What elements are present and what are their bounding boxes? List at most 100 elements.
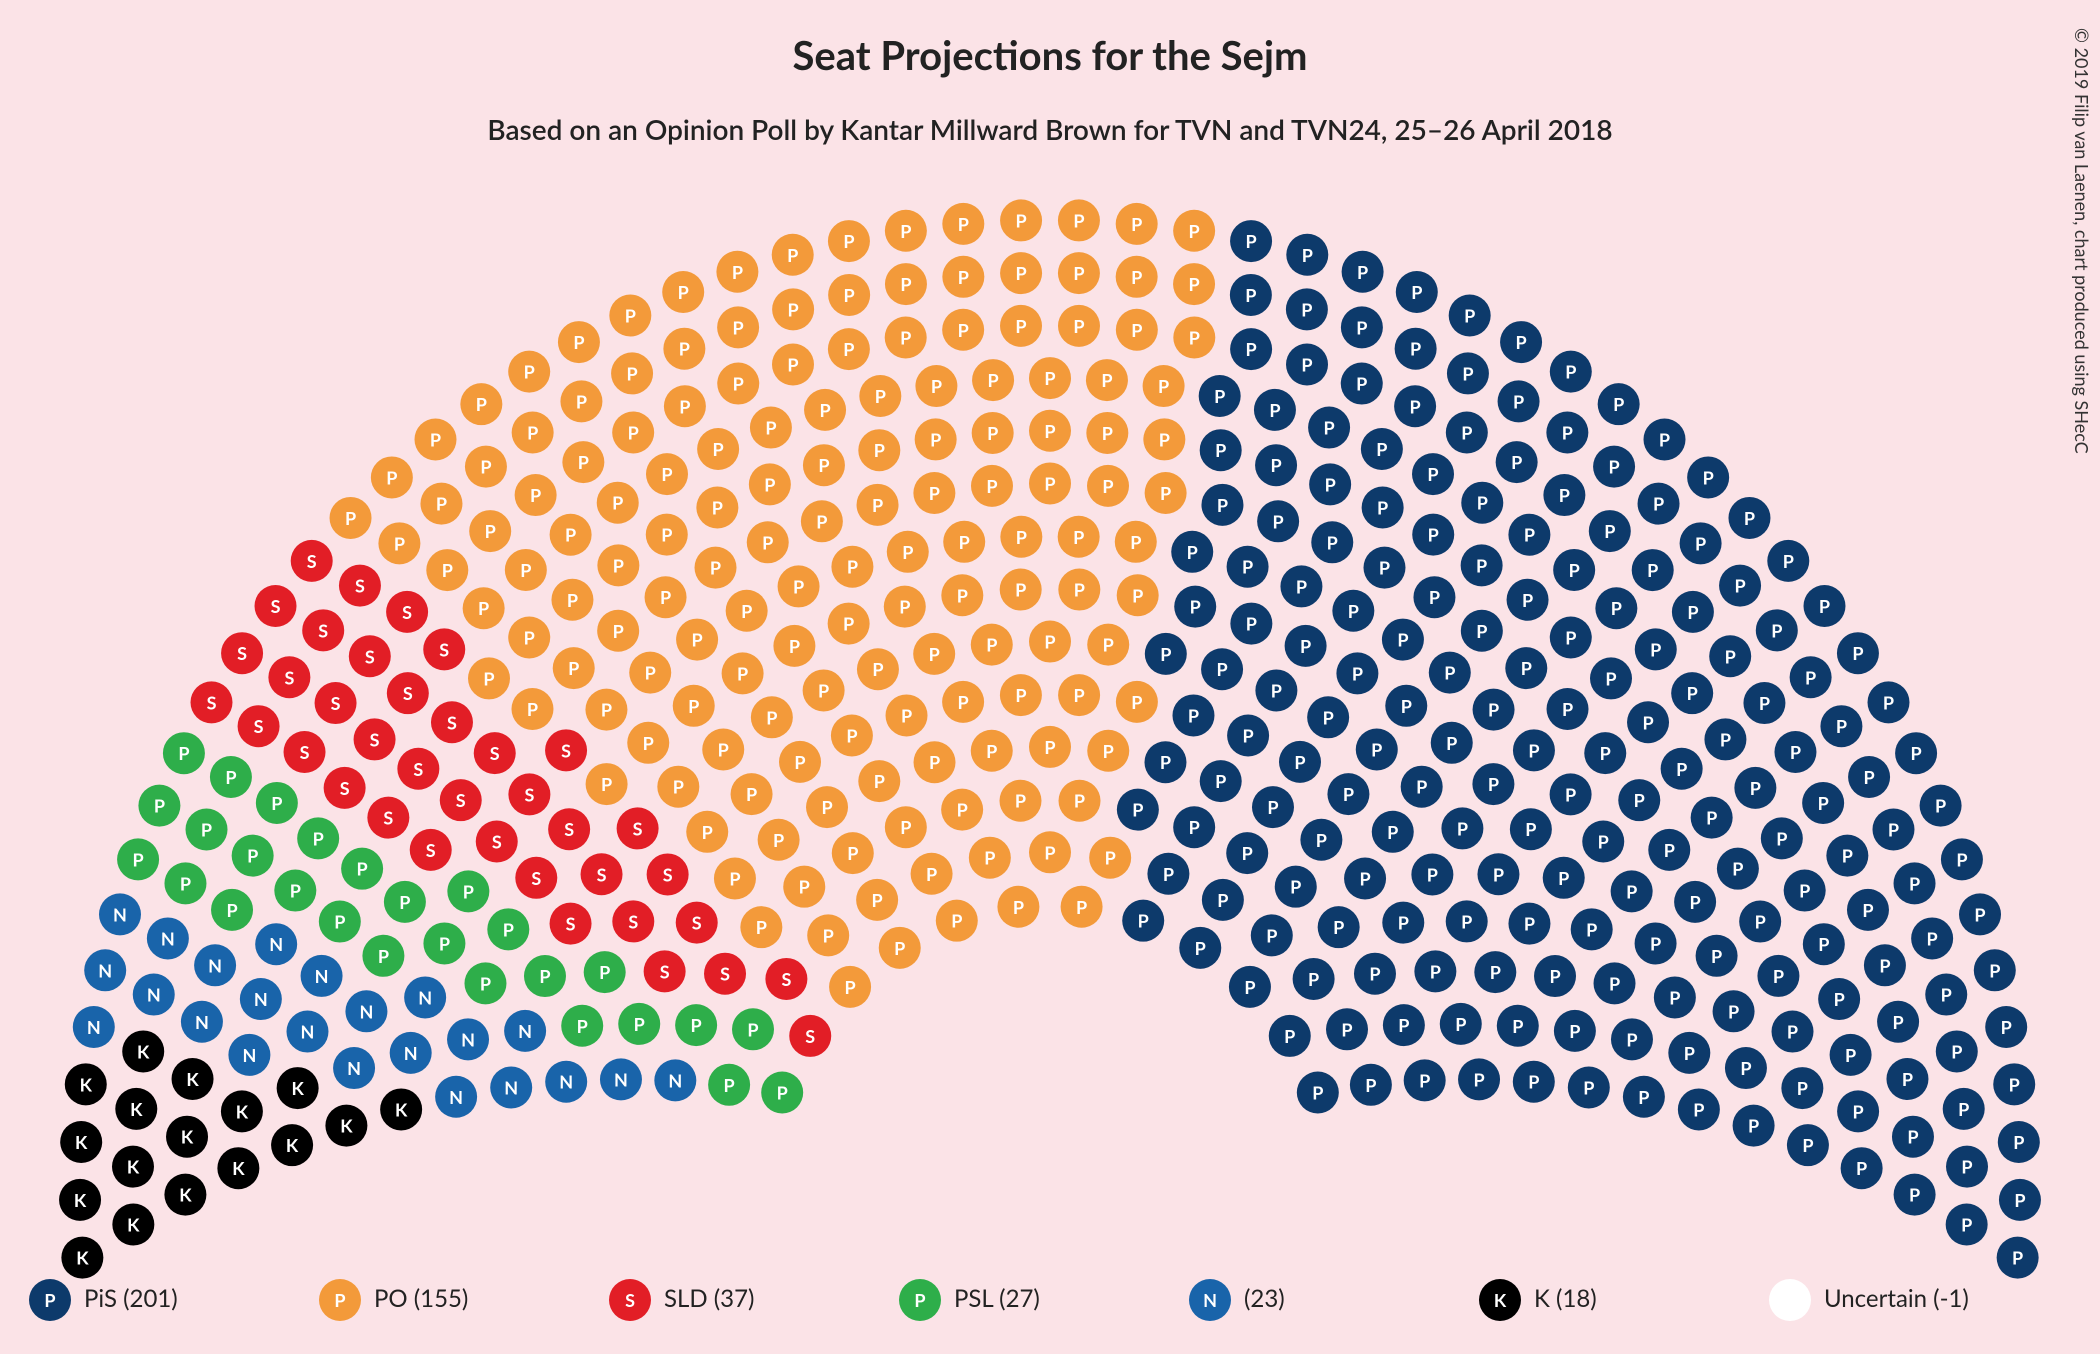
seat-k: K (325, 1105, 367, 1147)
seat-pis: P (1733, 1105, 1775, 1147)
seat-po: P (550, 514, 592, 556)
seat-circle (301, 955, 343, 997)
seat-circle (749, 463, 791, 505)
seat-circle (1201, 648, 1243, 690)
seat-circle (423, 628, 465, 670)
seat-po: P (1116, 256, 1158, 298)
seat-sld: S (550, 903, 592, 945)
seat-po: P (772, 288, 814, 330)
seat-pis: P (1635, 628, 1677, 670)
seat-circle (1704, 718, 1746, 760)
seat-pis: P (1394, 385, 1436, 427)
seat-pis: P (1837, 1090, 1879, 1132)
seat-circle (1200, 760, 1242, 802)
seat-circle (673, 685, 715, 727)
seat-circle (747, 521, 789, 563)
seat-n: N (240, 978, 282, 1020)
seat-po: P (879, 927, 921, 969)
seat-pis: P (1354, 953, 1396, 995)
seat-circle (1286, 234, 1328, 276)
seat-circle (1449, 294, 1491, 336)
seat-sld: S (676, 902, 718, 944)
seat-po: P (804, 389, 846, 431)
seat-circle (941, 789, 983, 831)
seat-po: P (702, 729, 744, 771)
seat-pis: P (1826, 835, 1868, 877)
seat-n: N (84, 949, 126, 991)
seat-circle (884, 586, 926, 628)
seat-circle (779, 741, 821, 783)
seat-circle (664, 385, 706, 427)
seat-po: P (1029, 621, 1071, 663)
seat-sld: S (789, 1015, 831, 1057)
seat-pis: P (1803, 585, 1845, 627)
seat-n: N (654, 1059, 696, 1101)
seat-circle (1709, 635, 1751, 677)
seat-circle (1993, 1063, 2035, 1105)
seat-pis: P (1145, 633, 1187, 675)
seat-circle (431, 701, 473, 743)
seat-circle (1000, 674, 1042, 716)
seat-k: K (166, 1116, 208, 1158)
seat-po: P (942, 203, 984, 245)
seat-circle (463, 587, 505, 629)
seat-circle (1680, 522, 1722, 564)
seat-circle (675, 1004, 717, 1046)
seat-po: P (722, 652, 764, 694)
seat-circle (807, 914, 849, 956)
seat-circle (1837, 632, 1879, 674)
seat-circle (1774, 731, 1816, 773)
seat-psl: P (618, 1003, 660, 1045)
seat-circle (255, 585, 297, 627)
seat-po: P (828, 220, 870, 262)
seat-po: P (469, 510, 511, 552)
seat-circle (380, 1088, 422, 1130)
seat-circle (1173, 210, 1215, 252)
seat-circle (581, 853, 623, 895)
seat-pis: P (1767, 540, 1809, 582)
seat-pis: P (1999, 1179, 2041, 1221)
seat-circle (339, 565, 381, 607)
seat-circle (550, 514, 592, 556)
seat-pis: P (1401, 766, 1443, 808)
seat-circle (714, 857, 756, 899)
seat-circle (1872, 808, 1914, 850)
seat-sld: S (410, 829, 452, 871)
seat-pis: P (1513, 1061, 1555, 1103)
seat-circle (1598, 383, 1640, 425)
seat-circle (1568, 1067, 1610, 1109)
seat-pis: P (1172, 694, 1214, 736)
seat-circle (1593, 446, 1635, 488)
seat-circle (1058, 305, 1100, 347)
seat-circle (221, 632, 263, 674)
seat-circle (972, 412, 1014, 454)
seat-circle (59, 1179, 101, 1221)
seat-circle (1000, 199, 1042, 241)
seat-circle (147, 917, 189, 959)
seat-circle (1087, 730, 1129, 772)
seat-pis: P (1286, 343, 1328, 385)
seat-circle (1058, 674, 1100, 716)
seat-po: P (695, 547, 737, 589)
seat-sld: S (647, 853, 689, 895)
seat-pis: P (1704, 718, 1746, 760)
seat-circle (464, 962, 506, 1004)
seat-po: P (551, 579, 593, 621)
seat-pis: P (1757, 955, 1799, 997)
seat-po: P (1058, 569, 1100, 611)
seat-circle (1201, 484, 1243, 526)
seat-pis: P (1230, 274, 1272, 316)
seat-circle (166, 1116, 208, 1158)
seat-pis: P (1275, 866, 1317, 908)
seat-pis: P (1818, 978, 1860, 1020)
seat-psl: P (524, 955, 566, 997)
seat-circle (1344, 857, 1386, 899)
seat-circle (362, 935, 404, 977)
seat-po: P (772, 234, 814, 276)
seat-circle (191, 681, 233, 723)
seat-circle (378, 522, 420, 564)
seat-pis: P (1505, 647, 1547, 689)
seat-circle (751, 696, 793, 738)
seat-po: P (1029, 831, 1071, 873)
seat-circle (1297, 1072, 1339, 1114)
